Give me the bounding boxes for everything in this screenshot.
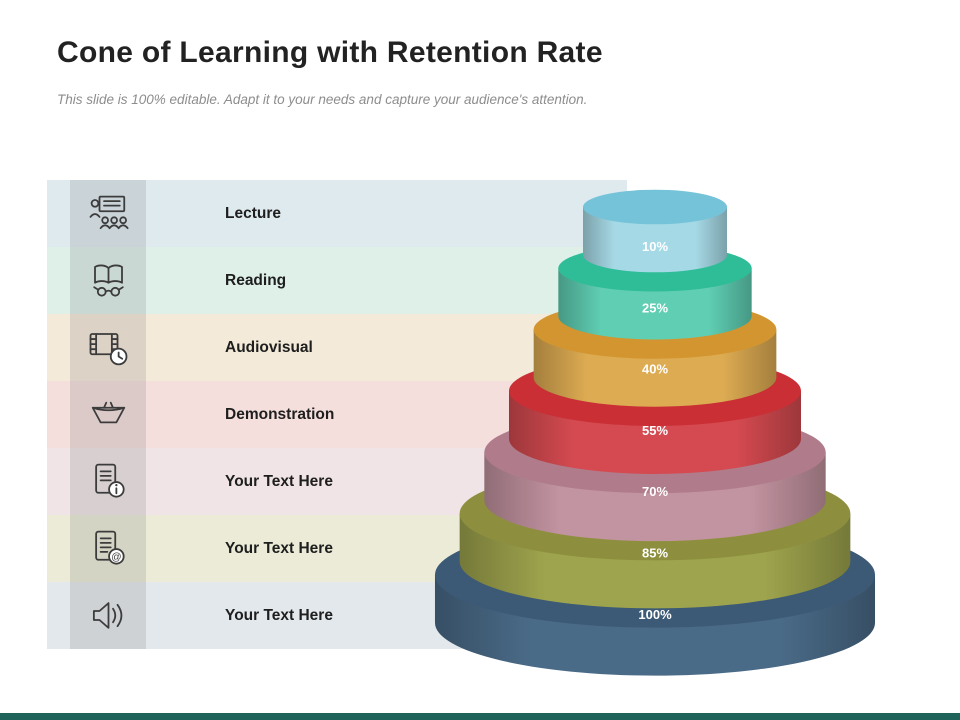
speaker-icon [70, 582, 146, 649]
cone-chart: 10% 25% 40% 55% 70% 85% 100% [434, 189, 876, 676]
cone-level-top [583, 189, 727, 225]
cone-level-wall [583, 207, 727, 273]
document-info-icon [70, 448, 146, 515]
table-row: Audiovisual [47, 314, 627, 381]
slide-subtitle: This slide is 100% editable. Adapt it to… [57, 92, 588, 107]
table-row: Reading [47, 247, 627, 314]
retention-label: 40% [642, 362, 668, 377]
retention-label: 10% [642, 239, 668, 254]
book-glasses-icon [70, 247, 146, 314]
row-label: Your Text Here [225, 472, 333, 490]
row-label: Audiovisual [225, 338, 313, 356]
film-clock-icon [70, 314, 146, 381]
table-row: Lecture [47, 180, 627, 247]
presentation-icon [70, 180, 146, 247]
retention-label: 55% [642, 423, 668, 438]
page-title: Cone of Learning with Retention Rate [57, 36, 603, 69]
bottom-accent-bar [0, 713, 960, 720]
retention-label: 100% [638, 607, 672, 622]
retention-label: 25% [642, 300, 668, 315]
row-label: Your Text Here [225, 539, 333, 557]
retention-label: 70% [642, 484, 668, 499]
funnel-icon [70, 381, 146, 448]
retention-label: 85% [642, 546, 668, 561]
row-label: Lecture [225, 204, 281, 222]
row-label: Reading [225, 271, 287, 289]
row-label: Your Text Here [225, 606, 333, 624]
row-label: Demonstration [225, 405, 335, 423]
svg-text:@: @ [111, 552, 121, 563]
document-at-icon: @ [70, 515, 146, 582]
